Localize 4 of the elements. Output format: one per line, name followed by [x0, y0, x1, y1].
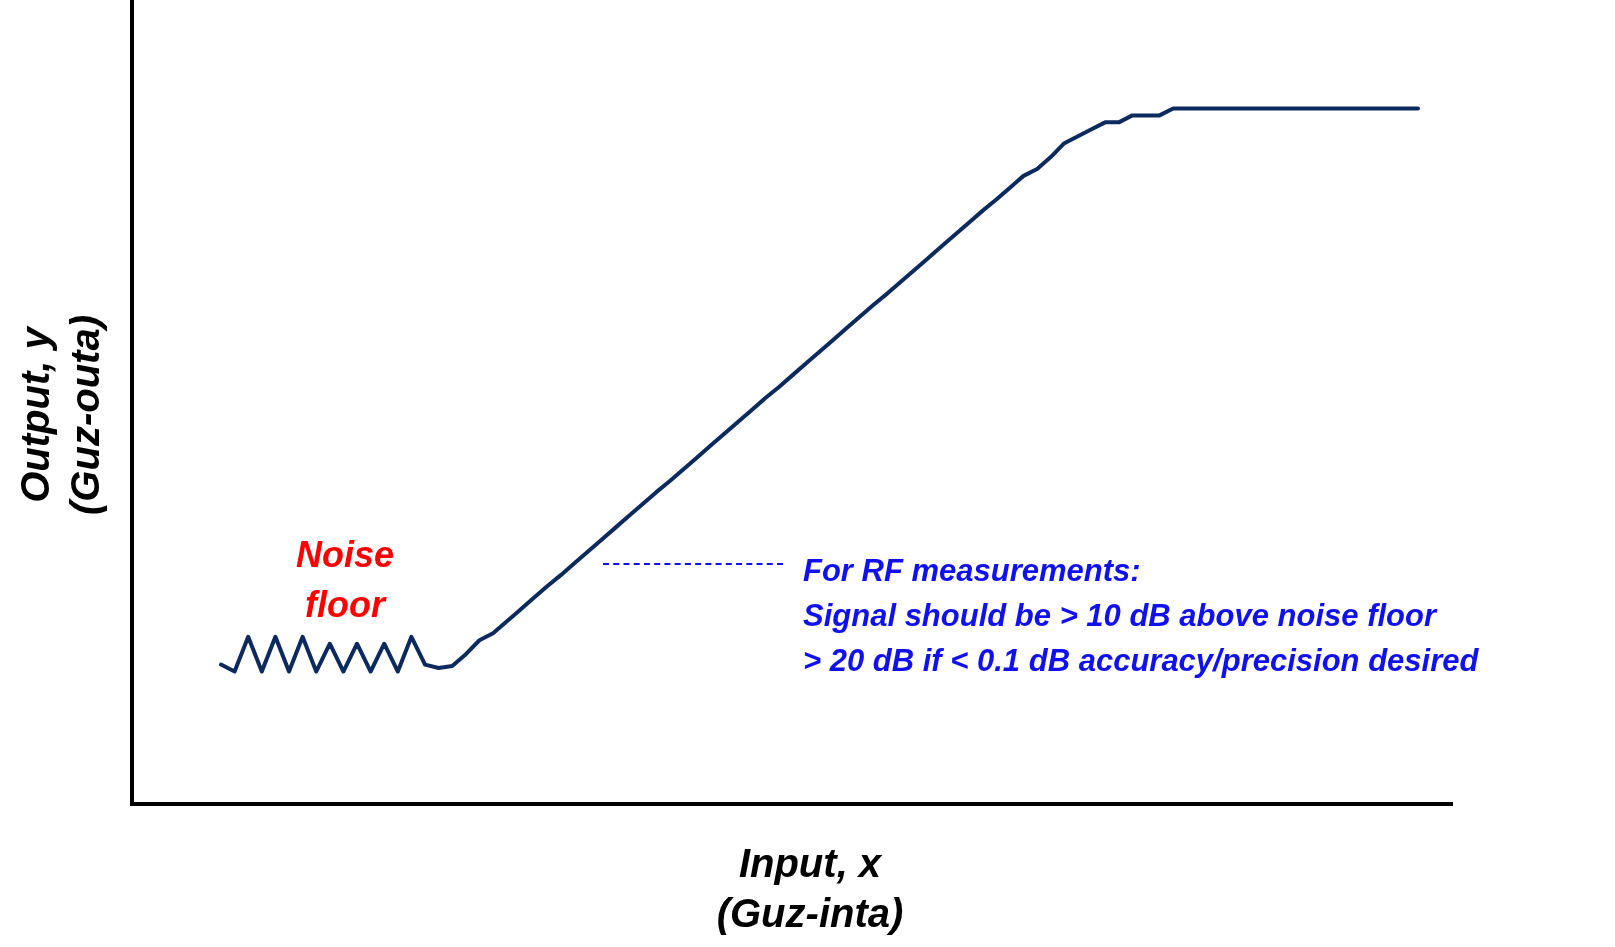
annotation: For RF measurements: Signal should be > 10 dB above noise floor > 20 dB if < 0.1 dB accuracy/precision desired — [803, 552, 1479, 680]
y-axis-title: Output, y (Guz-outa) — [12, 314, 108, 517]
annotation: Noise floor — [294, 533, 395, 627]
x-axis-title: Input, x (Guz-inta) — [715, 840, 905, 937]
